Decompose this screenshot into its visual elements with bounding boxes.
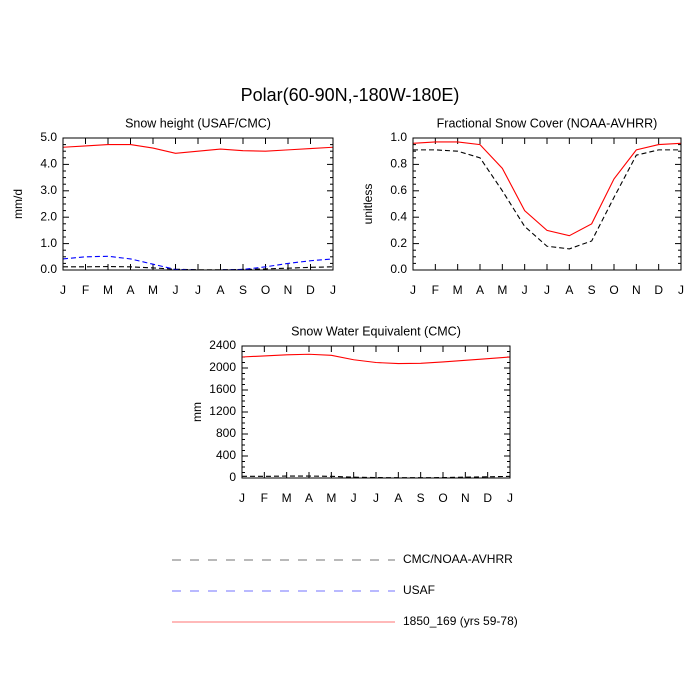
y-tick-label: 0.0 bbox=[390, 262, 407, 276]
chart-title: Snow height (USAF/CMC) bbox=[125, 116, 271, 130]
y-tick-label: 0.0 bbox=[40, 262, 57, 276]
x-tick-label: M bbox=[326, 491, 336, 505]
plot-frame bbox=[412, 137, 682, 271]
plot-frame bbox=[241, 345, 511, 479]
x-tick-label: N bbox=[632, 283, 641, 297]
x-tick-label: J bbox=[678, 283, 684, 297]
x-tick-label: D bbox=[306, 283, 315, 297]
x-tick-label: J bbox=[330, 283, 336, 297]
series-line bbox=[62, 144, 334, 154]
y-tick-label: 5.0 bbox=[40, 130, 57, 144]
x-tick-label: J bbox=[195, 283, 201, 297]
figure-title: Polar(60-90N,-180W-180E) bbox=[241, 85, 460, 105]
x-tick-label: O bbox=[261, 283, 270, 297]
x-tick-label: F bbox=[432, 283, 439, 297]
x-tick-label: O bbox=[438, 491, 447, 505]
x-tick-label: A bbox=[394, 491, 402, 505]
y-axis-label: mm/d bbox=[11, 189, 25, 219]
y-tick-label: 0.6 bbox=[390, 183, 407, 197]
x-tick-label: J bbox=[60, 283, 66, 297]
x-tick-label: M bbox=[453, 283, 463, 297]
x-tick-label: F bbox=[82, 283, 89, 297]
y-tick-label: 2400 bbox=[209, 338, 236, 352]
x-tick-label: O bbox=[609, 283, 618, 297]
x-tick-label: A bbox=[565, 283, 573, 297]
x-tick-label: D bbox=[654, 283, 663, 297]
x-tick-label: S bbox=[239, 283, 247, 297]
y-tick-label: 2.0 bbox=[40, 209, 57, 223]
series-line bbox=[242, 475, 511, 479]
y-tick-label: 0.4 bbox=[390, 209, 407, 223]
y-tick-label: 1.0 bbox=[390, 130, 407, 144]
y-tick-label: 0.2 bbox=[390, 236, 407, 250]
series-line bbox=[63, 266, 334, 271]
y-tick-label: 4.0 bbox=[40, 157, 57, 171]
legend-label: CMC/NOAA-AVHRR bbox=[403, 552, 513, 566]
x-tick-label: J bbox=[410, 283, 416, 297]
y-tick-label: 0.8 bbox=[390, 157, 407, 171]
y-tick-label: 2000 bbox=[209, 360, 236, 374]
x-tick-label: A bbox=[216, 283, 224, 297]
x-tick-label: N bbox=[284, 283, 293, 297]
plot-frame bbox=[62, 137, 334, 271]
x-tick-label: J bbox=[522, 283, 528, 297]
y-tick-label: 400 bbox=[216, 448, 236, 462]
y-tick-label: 1200 bbox=[209, 404, 236, 418]
series-line bbox=[412, 141, 682, 237]
x-tick-label: J bbox=[544, 283, 550, 297]
x-tick-label: M bbox=[103, 283, 113, 297]
x-tick-label: A bbox=[305, 491, 313, 505]
y-tick-label: 1600 bbox=[209, 382, 236, 396]
y-tick-label: 1.0 bbox=[40, 236, 57, 250]
x-tick-label: J bbox=[173, 283, 179, 297]
y-axis-label: mm bbox=[190, 402, 204, 422]
y-tick-label: 800 bbox=[216, 426, 236, 440]
x-tick-label: M bbox=[148, 283, 158, 297]
x-tick-label: M bbox=[282, 491, 292, 505]
x-tick-label: M bbox=[497, 283, 507, 297]
x-tick-label: D bbox=[483, 491, 492, 505]
x-tick-label: A bbox=[126, 283, 134, 297]
y-tick-label: 3.0 bbox=[40, 183, 57, 197]
x-tick-label: F bbox=[261, 491, 268, 505]
x-tick-label: J bbox=[239, 491, 245, 505]
x-tick-label: J bbox=[373, 491, 379, 505]
legend-label: 1850_169 (yrs 59-78) bbox=[403, 614, 518, 628]
legend-label: USAF bbox=[403, 583, 435, 597]
x-tick-label: S bbox=[588, 283, 596, 297]
series-line bbox=[241, 353, 511, 365]
x-tick-label: N bbox=[461, 491, 470, 505]
chart-title: Snow Water Equivalent (CMC) bbox=[291, 324, 461, 338]
y-axis-label: unitless bbox=[361, 184, 375, 225]
x-tick-label: S bbox=[417, 491, 425, 505]
y-tick-label: 0 bbox=[229, 470, 236, 484]
x-tick-label: A bbox=[476, 283, 484, 297]
chart-title: Fractional Snow Cover (NOAA-AVHRR) bbox=[437, 116, 658, 130]
x-tick-label: J bbox=[351, 491, 357, 505]
series-line bbox=[413, 149, 681, 250]
x-tick-label: J bbox=[507, 491, 513, 505]
